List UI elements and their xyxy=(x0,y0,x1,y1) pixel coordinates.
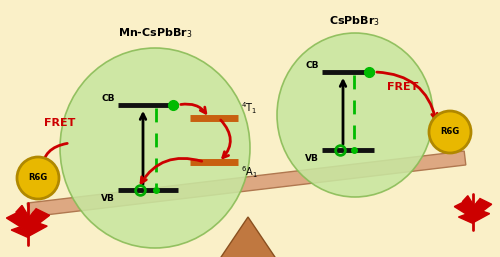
Polygon shape xyxy=(473,210,490,223)
Text: VB: VB xyxy=(305,154,319,163)
Polygon shape xyxy=(27,151,466,217)
Text: FRET: FRET xyxy=(44,118,76,128)
Text: FRET: FRET xyxy=(387,82,418,92)
Text: CsPbBr$_3$: CsPbBr$_3$ xyxy=(330,14,380,28)
Polygon shape xyxy=(28,209,50,232)
Text: Mn-CsPbBr$_3$: Mn-CsPbBr$_3$ xyxy=(118,26,192,40)
Polygon shape xyxy=(6,213,28,232)
Polygon shape xyxy=(16,205,28,228)
Text: CB: CB xyxy=(306,61,319,70)
Text: CB: CB xyxy=(102,94,115,103)
Polygon shape xyxy=(213,217,283,257)
Ellipse shape xyxy=(60,48,250,248)
Text: R6G: R6G xyxy=(28,173,48,182)
Text: $^4$T$_1$: $^4$T$_1$ xyxy=(241,100,258,116)
Text: R6G: R6G xyxy=(440,127,460,136)
Polygon shape xyxy=(462,196,473,216)
Circle shape xyxy=(429,111,471,153)
Polygon shape xyxy=(454,202,473,218)
Text: $^6$A$_1$: $^6$A$_1$ xyxy=(241,164,258,180)
Polygon shape xyxy=(11,227,28,237)
Circle shape xyxy=(17,157,59,199)
Polygon shape xyxy=(28,222,47,237)
Ellipse shape xyxy=(277,33,433,197)
Text: VB: VB xyxy=(101,194,115,203)
Polygon shape xyxy=(458,214,473,224)
Polygon shape xyxy=(473,201,486,219)
Polygon shape xyxy=(473,199,492,218)
Polygon shape xyxy=(28,212,42,233)
